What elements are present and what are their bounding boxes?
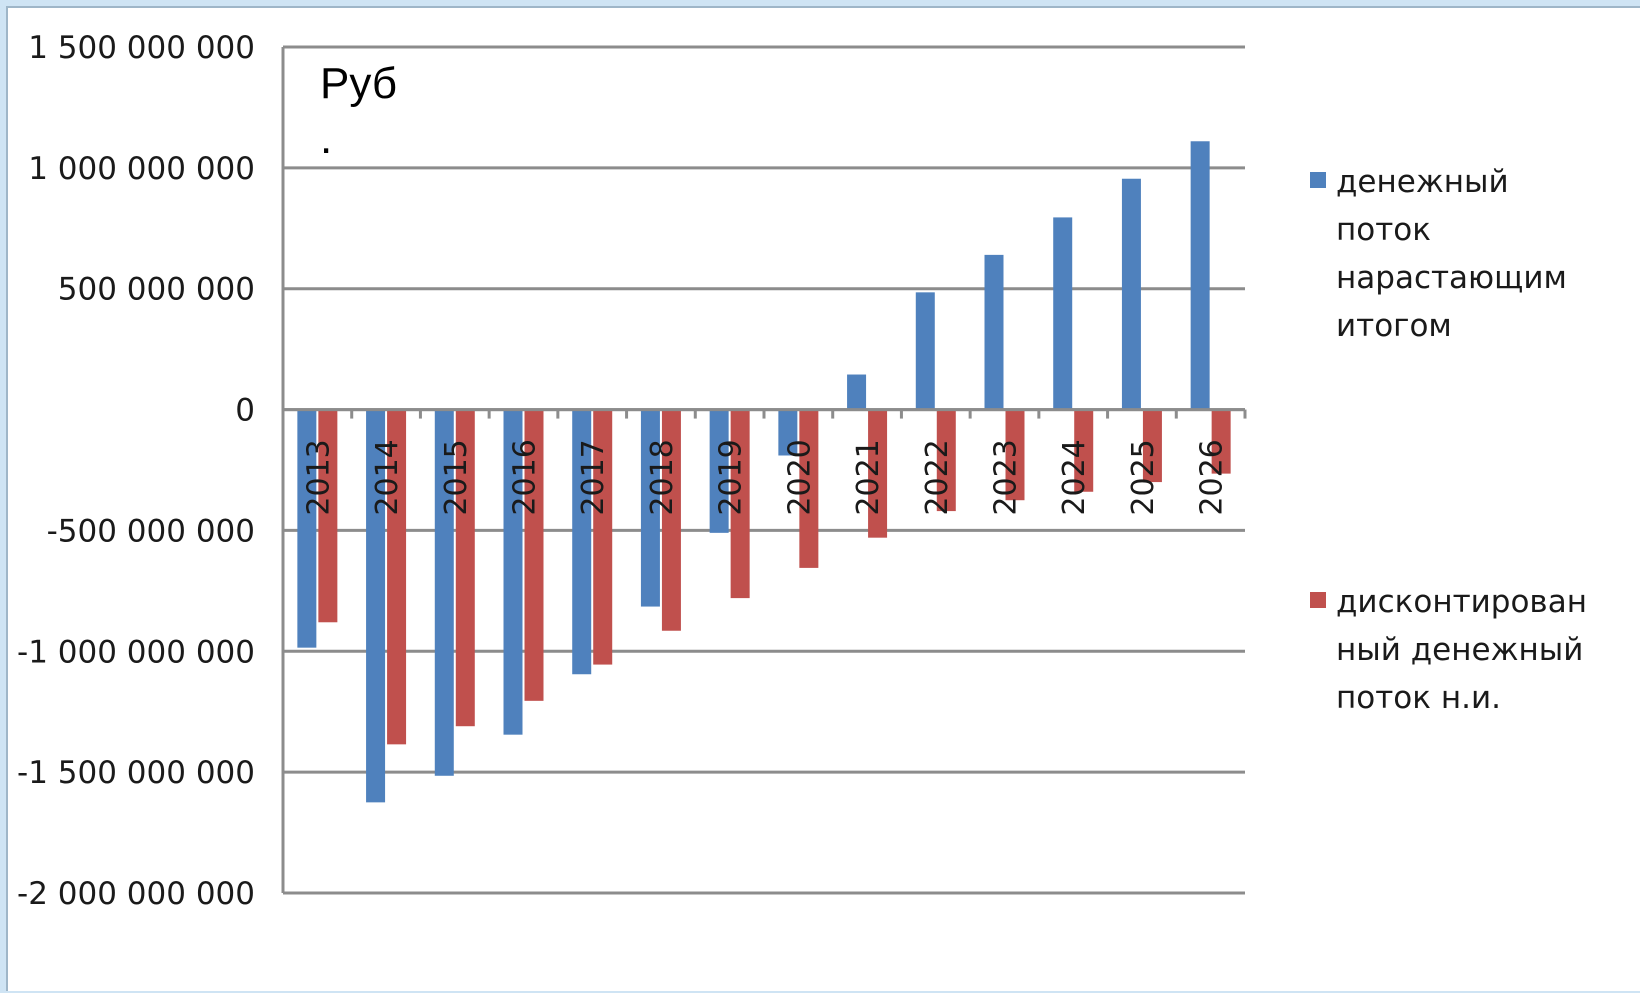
legend-label-series1: нарастающим: [1336, 260, 1567, 296]
bar-series2-2023: [1005, 409, 1025, 501]
bar-series1-2025: [1121, 178, 1141, 410]
bar-series2-2022: [936, 409, 956, 512]
legend-label-series2: поток н.и.: [1336, 680, 1501, 716]
legend-label-series1: денежный: [1336, 164, 1509, 200]
y-tick-label: -500 000 000: [47, 513, 255, 549]
legend-label-series1: итогом: [1336, 308, 1452, 344]
x-category-label: 2017: [576, 439, 611, 515]
bar-series2-2019: [730, 409, 750, 599]
y-tick-label: 0: [235, 393, 255, 429]
x-category-label: 2026: [1195, 439, 1230, 515]
x-category-label: 2021: [851, 439, 886, 515]
x-category-label: 2025: [1126, 439, 1161, 515]
bar-series1-2019: [709, 409, 729, 533]
bar-series1-2023: [984, 254, 1004, 410]
bar-series2-2013: [318, 409, 338, 623]
unit-label: Руб: [320, 59, 397, 108]
x-category-label: 2018: [645, 439, 680, 515]
legend-swatch-series1: [1310, 172, 1326, 188]
slide-frame: 1 500 000 000 1 000 000 000 500 000 000 0 -5…: [6, 6, 1640, 991]
cash-flow-bar-chart: 1 500 000 000 1 000 000 000 500 000 000 0 -5…: [17, 30, 1587, 912]
legend-swatch-series2: [1310, 592, 1326, 608]
bar-series2-2026: [1211, 409, 1231, 474]
bar-series1-2026: [1190, 141, 1210, 410]
x-category-label: 2016: [508, 439, 543, 515]
bar-series1-2017: [572, 409, 592, 675]
bar-series2-2025: [1142, 409, 1162, 483]
bar-series1-2014: [366, 409, 386, 803]
bar-series1-2018: [640, 409, 660, 607]
y-tick-label: -2 000 000 000: [17, 876, 255, 912]
x-category-label: 2013: [301, 439, 336, 515]
x-category-label: 2019: [714, 439, 749, 515]
bar-series1-2024: [1053, 217, 1073, 410]
bar-series1-2016: [503, 409, 523, 735]
x-category-label: 2015: [439, 439, 474, 515]
x-category-label: 2023: [989, 439, 1024, 515]
x-category-label: 2014: [370, 439, 405, 515]
bar-series2-2018: [661, 409, 681, 631]
legend-label-series2: ный денежный: [1336, 632, 1583, 668]
unit-label-dot: .: [320, 114, 332, 163]
x-category-label: 2020: [782, 439, 817, 515]
bar-series1-2021: [847, 374, 867, 410]
x-category-label: 2024: [1057, 439, 1092, 515]
legend-label-series1: поток: [1336, 212, 1431, 248]
bar-series2-2017: [593, 409, 613, 665]
bar-series2-2015: [455, 409, 475, 727]
bar-series2-2014: [387, 409, 407, 745]
y-tick-label: -1 000 000 000: [17, 634, 255, 670]
bar-series2-2016: [524, 409, 544, 701]
bar-series2-2021: [868, 409, 888, 538]
y-tick-label: 500 000 000: [58, 272, 255, 308]
bar-series1-2022: [915, 292, 935, 410]
bar-series2-2024: [1074, 409, 1094, 492]
bar-series1-2020: [778, 409, 798, 456]
bar-series1-2013: [297, 409, 317, 648]
y-tick-label: 1 000 000 000: [28, 151, 255, 187]
legend-label-series2: дисконтирован: [1336, 584, 1587, 620]
bar-series2-2020: [799, 409, 819, 568]
y-tick-label: -1 500 000 000: [17, 755, 255, 791]
bar-series1-2015: [434, 409, 454, 776]
x-category-label: 2022: [920, 439, 955, 515]
y-tick-label: 1 500 000 000: [28, 30, 255, 66]
